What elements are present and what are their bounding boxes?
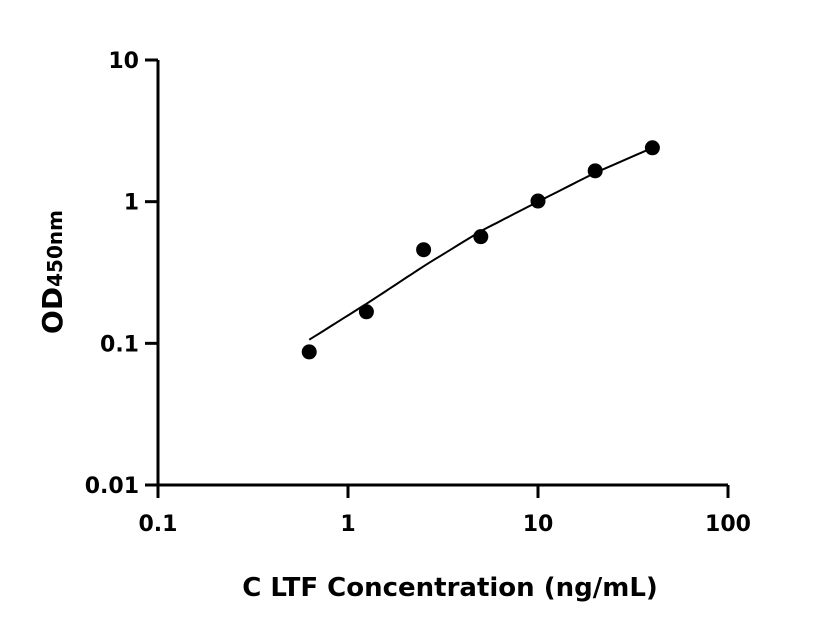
x-tick-label: 100 bbox=[705, 512, 751, 537]
y-tick-label: 0.01 bbox=[85, 474, 139, 499]
axes bbox=[156, 60, 728, 487]
y-tick-label: 10 bbox=[108, 49, 139, 74]
data-point bbox=[416, 242, 432, 258]
y-axis-label: OD450nm bbox=[36, 210, 69, 334]
y-axis-label-main: OD bbox=[36, 287, 69, 334]
data-point bbox=[473, 229, 489, 245]
x-tick-label: 10 bbox=[523, 512, 554, 537]
x-tick-label: 1 bbox=[340, 512, 355, 537]
data-point bbox=[587, 163, 603, 179]
y-tick-label: 0.1 bbox=[100, 332, 139, 357]
y-axis-label-subscript: 450nm bbox=[43, 210, 67, 287]
data-point bbox=[301, 344, 317, 360]
data-points bbox=[301, 140, 660, 360]
data-point bbox=[644, 140, 660, 156]
x-tick-label: 0.1 bbox=[139, 512, 178, 537]
data-point bbox=[530, 193, 546, 209]
data-point bbox=[358, 304, 374, 320]
x-axis-label: C LTF Concentration (ng/mL) bbox=[242, 573, 658, 603]
y-tick-label: 1 bbox=[124, 191, 139, 216]
